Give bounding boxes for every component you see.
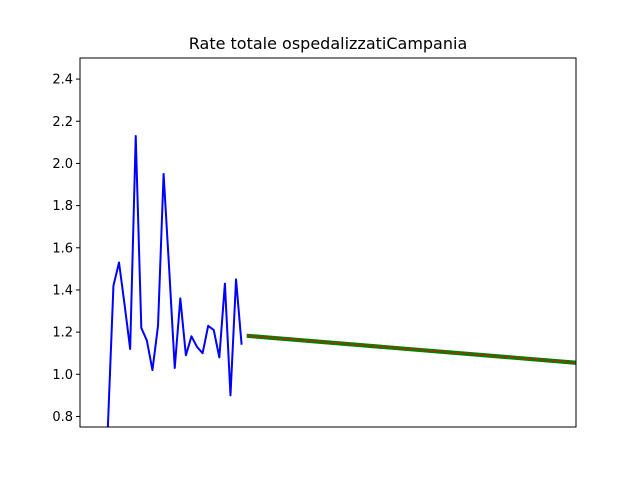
- y-tick-label: 2.2: [52, 115, 73, 130]
- y-tick-label: 0.8: [52, 410, 73, 425]
- observed-rate-line: [106, 135, 243, 427]
- y-tick-label: 2.0: [52, 157, 73, 172]
- y-tick-label: 1.6: [52, 241, 73, 256]
- chart-title: Rate totale ospedalizzatiCampania: [189, 34, 468, 53]
- plot-area: [106, 135, 576, 427]
- y-tick-label: 2.4: [52, 73, 73, 88]
- y-axis: 0.8 1.0 1.2 1.4 1.6 1.8 2.0 2.2 2.4: [52, 73, 80, 425]
- plot-frame: [79, 57, 577, 428]
- y-tick-label: 1.0: [52, 368, 73, 383]
- y-tick-label: 1.8: [52, 199, 73, 214]
- y-tick-label: 1.4: [52, 283, 73, 298]
- forecast-band-series: [246, 333, 576, 365]
- y-tick-label: 1.2: [52, 326, 73, 341]
- forecast-mean-line: [247, 335, 576, 364]
